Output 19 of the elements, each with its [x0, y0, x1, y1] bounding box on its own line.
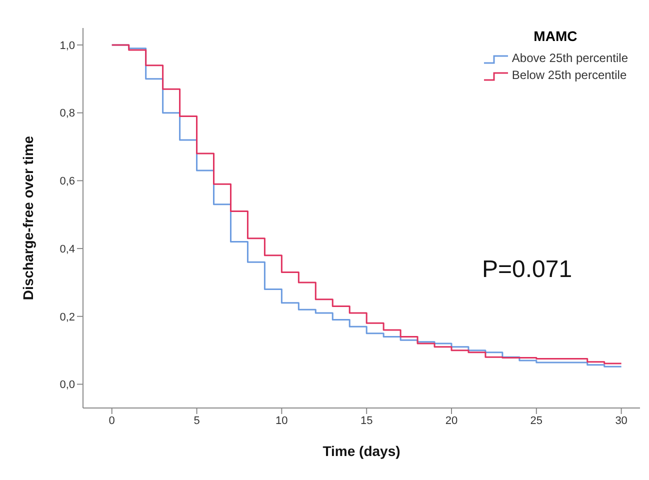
y-tick-label: 0,8	[60, 108, 75, 120]
x-tick-label: 30	[615, 414, 628, 427]
annotation: P=0.071	[482, 256, 572, 284]
legend-title: MAMC	[532, 28, 578, 44]
x-tick-label: 15	[360, 414, 373, 427]
legend-label: Below 25th percentile	[512, 67, 627, 84]
x-tick-label: 0	[108, 414, 115, 427]
y-axis-title: Discharge-free over time	[20, 136, 36, 300]
x-tick-label: 10	[276, 414, 288, 427]
x-tick-label: 25	[530, 414, 543, 427]
x-tick-label: 5	[194, 414, 200, 427]
y-tick-label: 0,0	[60, 379, 75, 392]
x-axis-title: Time (days)	[322, 443, 400, 459]
y-tick-label: 0,2	[60, 311, 75, 324]
y-tick-label: 0,4	[60, 243, 75, 256]
y-tick-label: 1,0	[60, 40, 75, 52]
legend-label: Above 25th percentile	[512, 50, 628, 67]
x-tick-label: 20	[445, 414, 458, 427]
y-tick-label: 0,6	[60, 176, 75, 188]
